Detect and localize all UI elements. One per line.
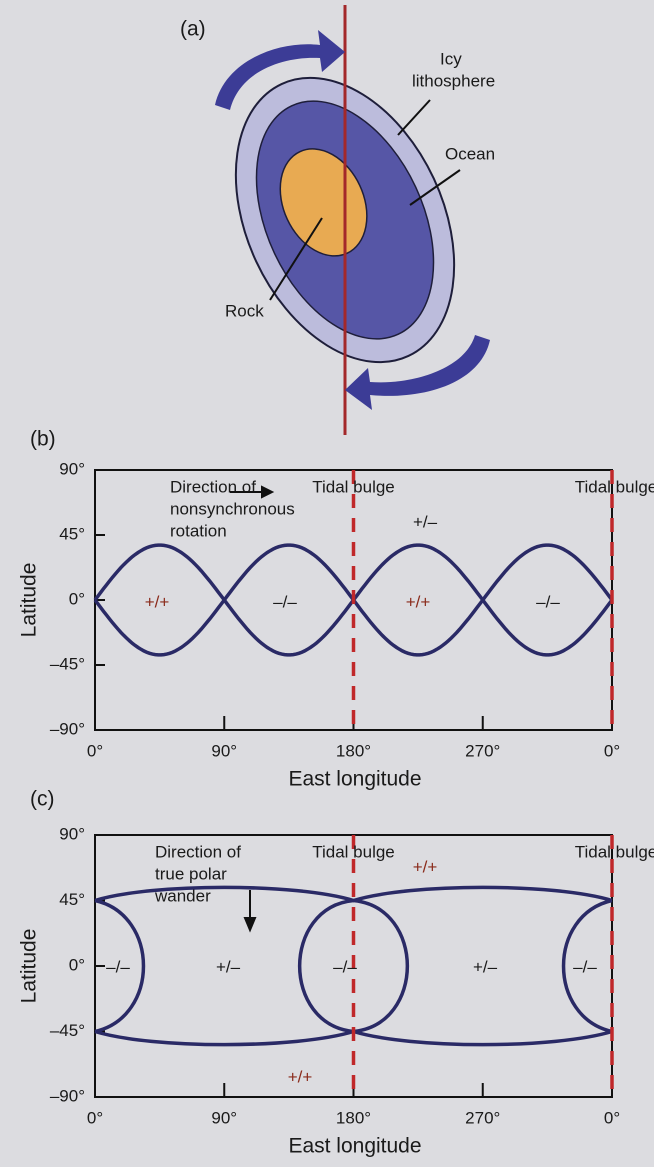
region-label: –/–	[573, 957, 597, 976]
region-label: +/+	[406, 592, 431, 611]
pointer	[269, 217, 323, 301]
y-tick-label: 45°	[59, 524, 85, 543]
direction-label: Direction of	[170, 477, 256, 496]
x-tick-label: 0°	[604, 1108, 620, 1127]
stress-curve	[94, 898, 146, 1034]
label: Icy	[440, 49, 462, 68]
bulge-label: Tidal bulge	[575, 842, 654, 861]
region-label: –/–	[106, 957, 130, 976]
rotation-arrow	[215, 30, 345, 110]
y-tick-label: 0°	[69, 589, 85, 608]
x-tick-label: 180°	[336, 1108, 371, 1127]
direction-label: Direction of	[155, 842, 241, 861]
label: Rock	[225, 301, 264, 320]
y-tick-label: –45°	[50, 654, 85, 673]
direction-arrow	[243, 890, 257, 933]
y-tick-label: 0°	[69, 955, 85, 974]
panel-label: (c)	[30, 788, 55, 811]
pointer	[409, 169, 461, 206]
panel-a: (a) Icy lithosphere Ocean Rock	[180, 5, 495, 435]
stress-curve	[561, 898, 613, 1034]
panel-label: (a)	[180, 18, 206, 41]
panel-c: (c)90°45°0°–45°–90°0° 90° 180° 270° 0°Latitu…	[18, 788, 654, 1158]
y-tick-label: 45°	[59, 890, 85, 909]
panel-label: (b)	[30, 428, 56, 451]
region-label: –/–	[333, 957, 357, 976]
label: Ocean	[445, 144, 495, 163]
y-tick-label: –45°	[50, 1021, 85, 1040]
panel-b: (b)90°45°0°–45°–90°0° 90° 180° 270° 0°Latitu…	[18, 428, 654, 791]
x-tick-label: 0°	[604, 741, 620, 760]
direction-label: true polar	[155, 864, 227, 883]
rotation-arrow	[345, 335, 490, 410]
y-tick-label: 90°	[59, 459, 85, 478]
y-axis-label: Latitude	[18, 929, 41, 1004]
x-tick-label: 270°	[465, 1108, 500, 1127]
direction-label: rotation	[170, 521, 227, 540]
y-tick-label: –90°	[50, 719, 85, 738]
y-axis-label: Latitude	[18, 563, 41, 638]
region-label: –/–	[273, 592, 297, 611]
x-tick-label: 270°	[465, 741, 500, 760]
x-tick-label: 90°	[211, 1108, 237, 1127]
region-label: +/+	[288, 1067, 313, 1086]
x-tick-label: 180°	[336, 741, 371, 760]
region-label: –/–	[536, 592, 560, 611]
label: lithosphere	[412, 71, 495, 90]
x-tick-label: 0°	[87, 1108, 103, 1127]
direction-arrow	[230, 485, 275, 499]
region-label: +/–	[216, 957, 241, 976]
bulge-label: Tidal bulge	[312, 842, 395, 861]
direction-label: nonsynchronous	[170, 499, 295, 518]
region-label: +/–	[473, 957, 498, 976]
pointer	[397, 99, 431, 136]
bulge-label: Tidal bulge	[575, 477, 654, 496]
bulge-label: Tidal bulge	[312, 477, 395, 496]
x-tick-label: 90°	[211, 741, 237, 760]
region-label: +/+	[413, 857, 438, 876]
y-tick-label: –90°	[50, 1086, 85, 1105]
x-tick-label: 0°	[87, 741, 103, 760]
region-label: +/–	[413, 512, 438, 531]
x-axis-label: East longitude	[288, 1135, 421, 1158]
direction-label: wander	[154, 886, 211, 905]
y-tick-label: 90°	[59, 824, 85, 843]
region-label: +/+	[145, 592, 170, 611]
x-axis-label: East longitude	[288, 768, 421, 791]
